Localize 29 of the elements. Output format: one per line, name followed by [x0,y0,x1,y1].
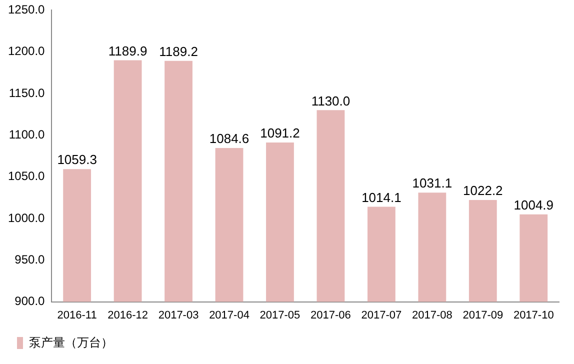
y-tick-label: 950.0 [14,252,46,266]
x-tick-label: 2017-08 [412,309,452,322]
x-tick-label: 2017-10 [513,309,554,322]
x-tick-label: 2017-06 [310,309,351,322]
text: 1004.9 [514,197,554,212]
text: 1022.2 [463,183,503,198]
text: 1189.2 [159,44,198,59]
y-tick-label: 1200.0 [8,44,46,58]
legend-label: 泵产量（万台） [29,335,113,350]
x-tick-label: 2016-11 [57,309,97,322]
y-tick-label: 1000.0 [8,210,46,225]
y-tick-label: 1100.0 [8,127,46,142]
text: 1189.9 [108,43,148,58]
y-tick-label: 1150.0 [8,86,46,100]
x-tick-label: 2017-05 [260,309,300,322]
x-tick-label: 2017-04 [209,309,250,322]
x-tick-label: 2017-07 [361,309,402,322]
text: 1031.1 [412,176,452,191]
x-tick-label: 2016-12 [108,309,148,322]
x-tick-label: 2017-09 [462,309,504,322]
y-tick-label: 1250.0 [8,2,46,17]
y-tick-label: 1050.0 [8,169,46,184]
x-tick-label: 2017-03 [158,309,199,322]
text: 1059.3 [57,152,97,168]
y-tick-label: 900.0 [14,294,46,308]
text: 1091.2 [260,126,300,141]
text: 1014.1 [362,190,402,205]
text: 1084.6 [209,131,250,146]
text: 1130.0 [311,93,350,108]
